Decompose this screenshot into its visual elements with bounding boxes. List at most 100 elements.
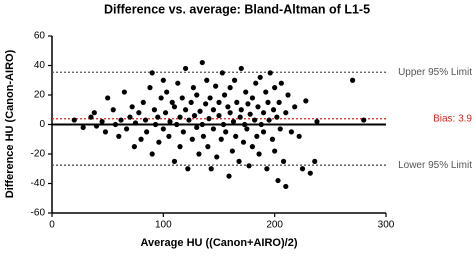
point — [203, 101, 209, 107]
point — [249, 95, 255, 101]
y-tick-label: -60 — [31, 208, 46, 219]
point — [216, 113, 222, 119]
point — [175, 80, 181, 86]
y-tick-label: -20 — [31, 149, 46, 160]
point — [80, 124, 86, 131]
point — [218, 136, 224, 142]
point — [183, 65, 189, 72]
point — [149, 70, 155, 76]
point — [144, 129, 150, 135]
reference-label: Bias: 3.9 — [433, 113, 472, 124]
point — [167, 118, 173, 125]
y-axis-label: Difference HU (Canon-AIRO) — [4, 49, 16, 198]
point — [238, 107, 244, 113]
y-tick-label: 60 — [34, 31, 46, 42]
point — [194, 124, 200, 131]
point — [190, 85, 196, 91]
point — [288, 129, 294, 135]
point — [152, 121, 159, 128]
point — [242, 121, 248, 128]
point — [285, 92, 291, 98]
point — [283, 183, 289, 190]
point — [123, 126, 130, 132]
point — [272, 148, 278, 154]
point — [283, 110, 289, 116]
point — [162, 110, 169, 116]
point — [189, 136, 195, 142]
y-tick-label: 20 — [34, 90, 46, 101]
point — [110, 107, 116, 113]
point — [256, 151, 262, 157]
point — [254, 133, 260, 139]
point — [179, 95, 185, 101]
point — [350, 77, 356, 83]
point — [121, 89, 127, 95]
point — [272, 85, 278, 91]
point — [236, 158, 242, 164]
point — [280, 158, 287, 164]
point — [220, 121, 227, 128]
reference-label: Lower 95% Limit — [398, 160, 472, 171]
x-tick-label: 100 — [155, 220, 172, 231]
point — [142, 117, 149, 123]
point — [238, 65, 244, 72]
point — [252, 117, 258, 123]
point — [171, 104, 178, 110]
point — [237, 114, 243, 120]
point — [197, 108, 203, 114]
point — [164, 89, 170, 95]
point — [260, 129, 267, 135]
point — [210, 107, 217, 113]
point — [158, 95, 164, 101]
x-tick-label: 200 — [266, 220, 283, 231]
point — [136, 110, 142, 116]
point — [102, 129, 109, 135]
point — [199, 121, 205, 128]
point — [132, 120, 139, 126]
y-tick-label: 40 — [34, 60, 46, 71]
point — [296, 133, 302, 139]
x-axis-label: Average HU ((Canon+AIRO)/2) — [141, 237, 298, 249]
point — [169, 99, 175, 105]
point — [299, 166, 306, 172]
point — [258, 121, 264, 128]
point — [216, 99, 222, 105]
point — [264, 166, 270, 172]
point — [138, 136, 144, 142]
point — [112, 121, 119, 128]
point — [231, 77, 238, 83]
point — [266, 117, 272, 123]
point — [166, 133, 172, 139]
point — [303, 98, 309, 104]
point — [105, 95, 111, 101]
point — [213, 83, 219, 89]
point — [155, 114, 161, 120]
point — [160, 126, 166, 132]
point — [88, 114, 94, 120]
point — [149, 151, 155, 157]
point — [227, 85, 233, 91]
point — [292, 104, 298, 110]
point — [234, 99, 240, 105]
point — [171, 158, 178, 164]
point — [276, 99, 282, 105]
point — [151, 107, 158, 113]
point — [177, 114, 183, 120]
point — [240, 139, 247, 145]
point — [205, 144, 211, 150]
point — [200, 133, 207, 139]
point — [229, 148, 235, 154]
point — [226, 173, 232, 179]
point — [196, 151, 202, 157]
point — [185, 166, 191, 172]
point — [260, 110, 267, 116]
point — [249, 144, 255, 150]
point — [116, 133, 122, 139]
y-tick-label: 0 — [39, 119, 45, 130]
point — [275, 177, 281, 184]
point — [129, 104, 135, 110]
point — [219, 70, 225, 76]
point — [140, 99, 146, 105]
point — [246, 163, 252, 169]
